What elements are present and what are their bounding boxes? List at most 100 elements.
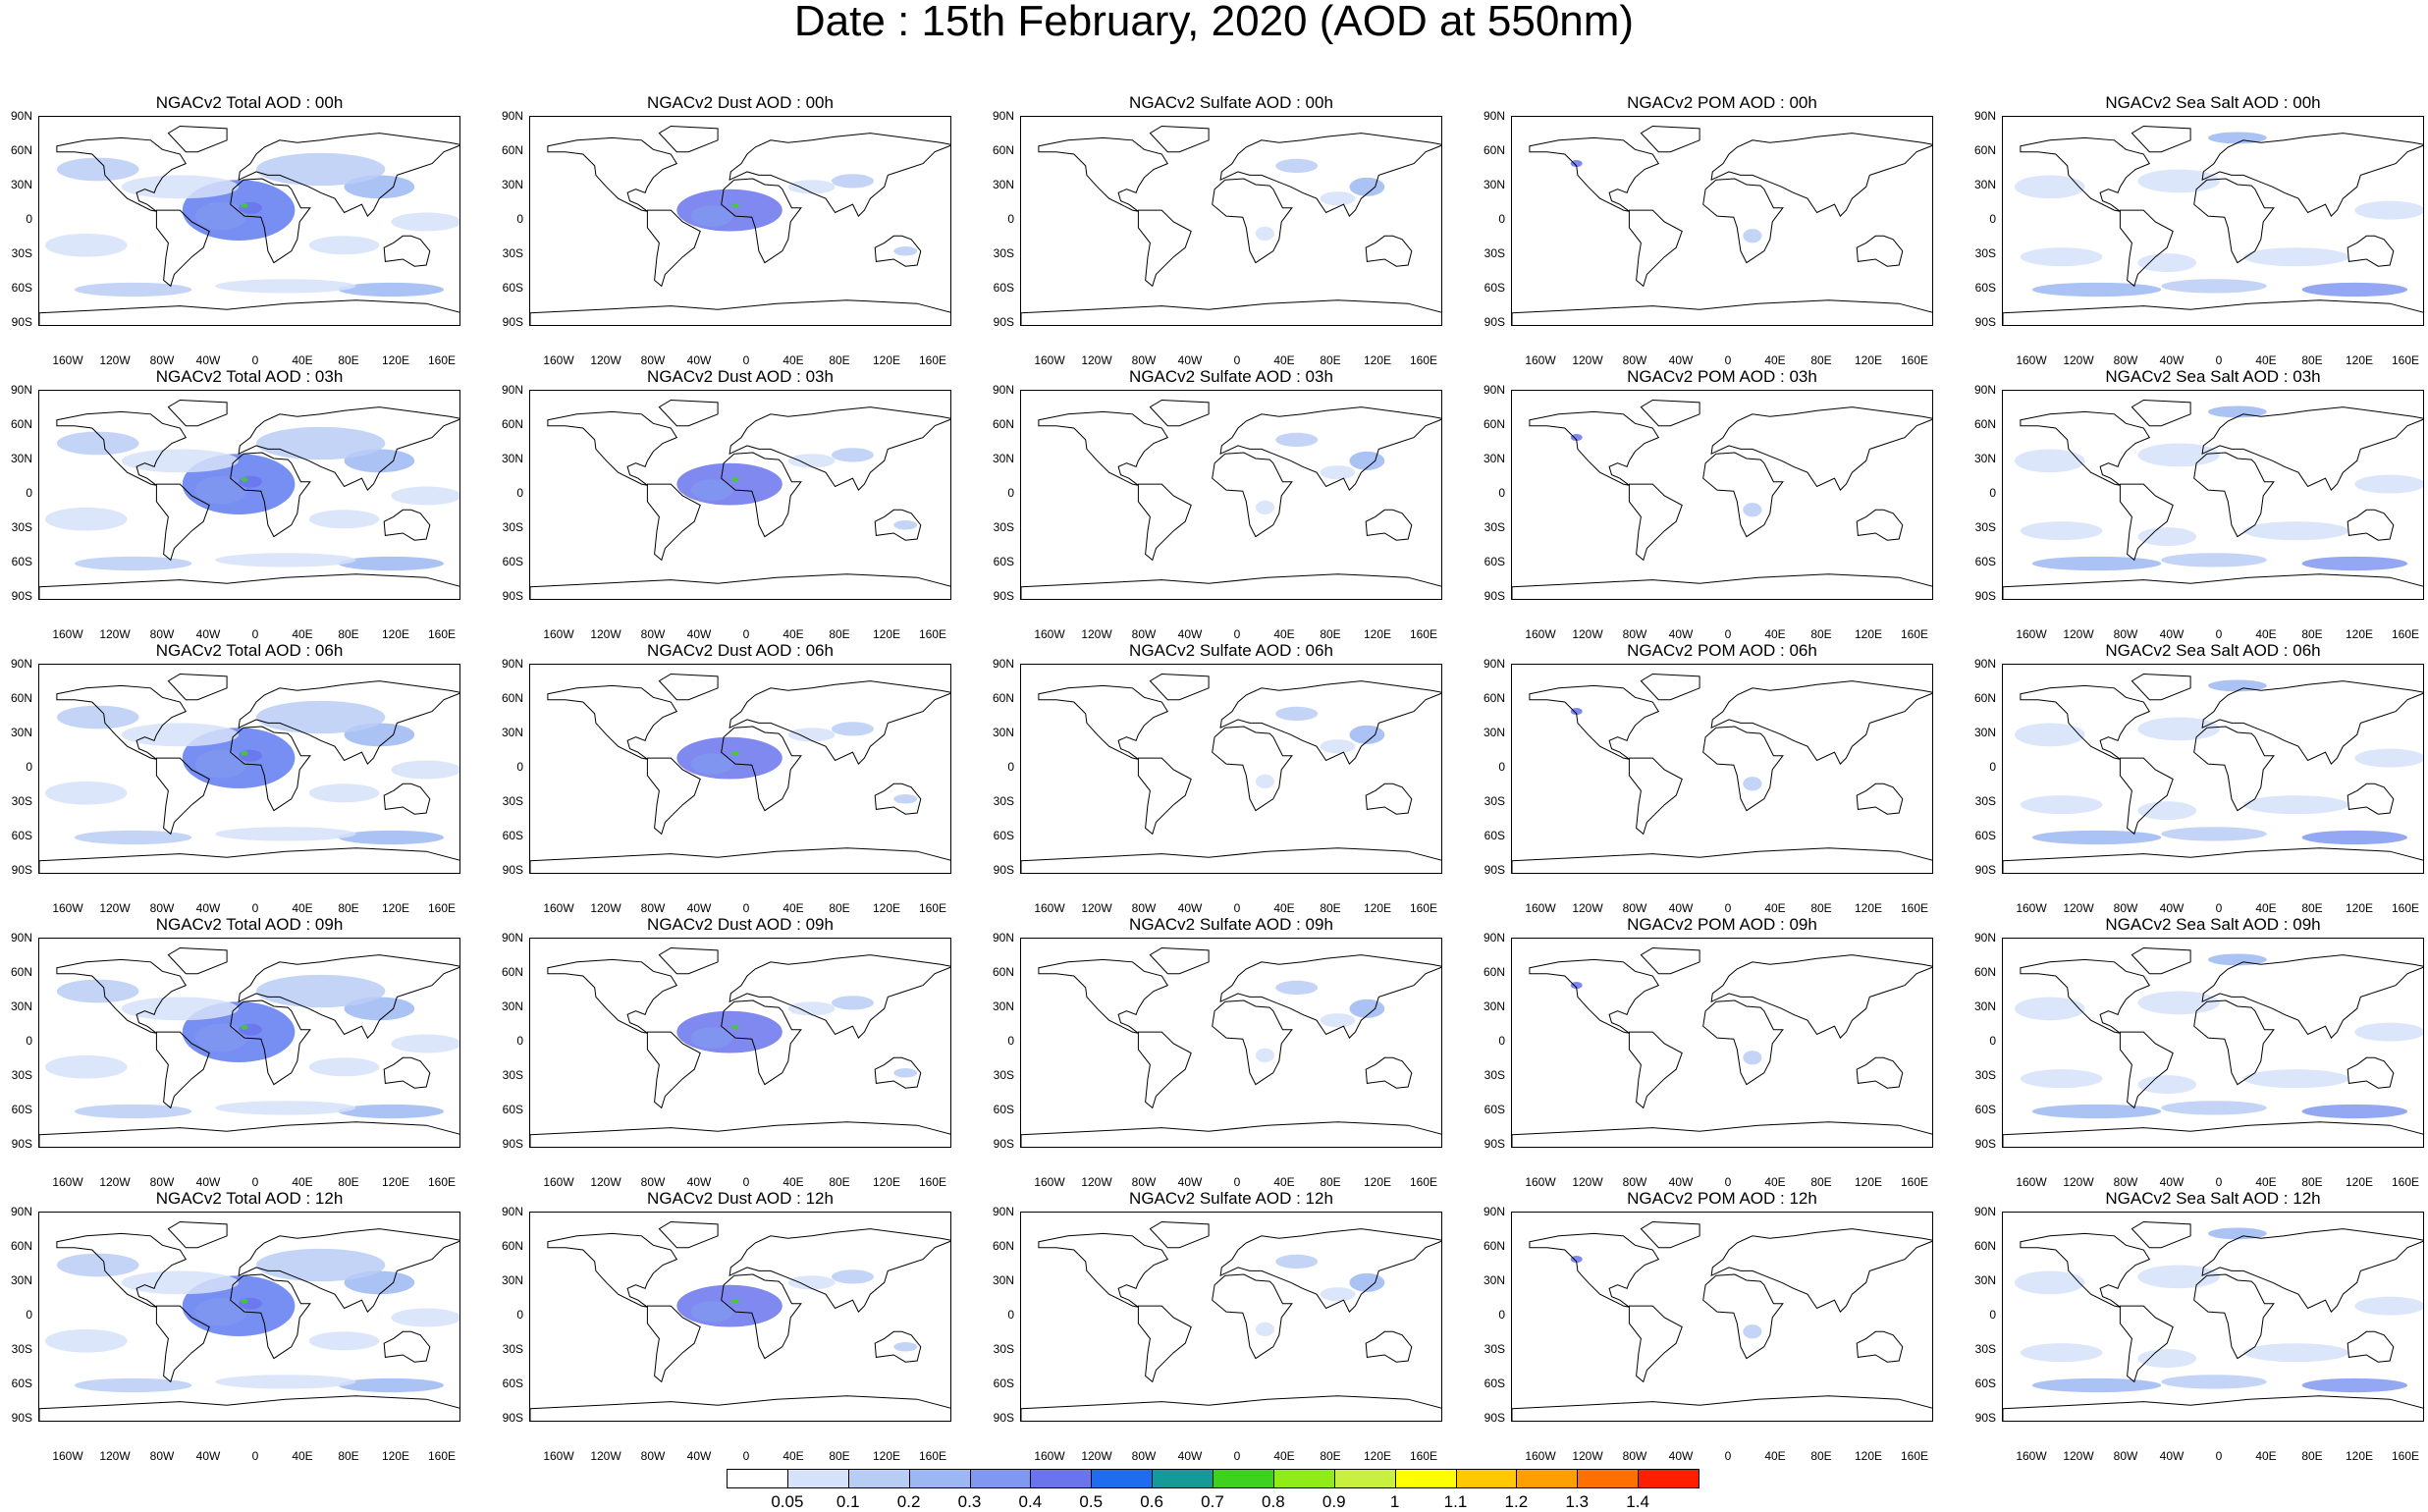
aod-field (831, 996, 874, 1010)
aod-field (2161, 1375, 2267, 1389)
aod-field (831, 174, 874, 189)
lat-tick-label: 0 (1989, 1034, 1996, 1048)
lat-tick-label: 90N (501, 931, 523, 945)
coastline (56, 410, 188, 486)
coastline (530, 1395, 950, 1421)
coastline (1856, 1330, 1904, 1363)
coastline (728, 406, 950, 491)
lon-tick-label: 160W (543, 1449, 574, 1463)
aod-field (2208, 679, 2267, 692)
lat-tick-label: 60S (993, 829, 1014, 842)
coastline (874, 1330, 922, 1363)
coastline (2020, 1232, 2151, 1308)
aod-field (239, 201, 262, 214)
aod-field (2301, 1104, 2408, 1119)
coastline (2119, 1031, 2174, 1109)
lon-tick-label: 80E (829, 1449, 850, 1463)
figure-title: Date : 15th February, 2020 (AOD at 550nm… (793, 0, 1635, 45)
lat-tick-label: 90S (11, 315, 32, 329)
coastline (1219, 954, 1441, 1039)
panel-title: NGACv2 Total AOD : 00h (155, 93, 344, 112)
aod-field (215, 553, 356, 567)
lat-tick-label: 60N (10, 965, 32, 979)
lon-tick-label: 120E (2345, 901, 2374, 915)
lon-tick-label: 0 (1724, 627, 1732, 641)
aod-field (255, 1248, 386, 1282)
coastline (1212, 178, 1293, 264)
lon-tick-label: 80W (640, 1175, 666, 1189)
lat-tick-label: 90S (502, 1137, 523, 1151)
world-map (1512, 399, 1932, 599)
coastline (1529, 1232, 1660, 1308)
aod-field (1275, 1254, 1319, 1269)
world-map (1021, 1220, 1441, 1421)
world-map (39, 125, 459, 325)
lon-tick-label: 0 (1724, 901, 1732, 915)
panel-title: NGACv2 Sulfate AOD : 09h (1129, 915, 1333, 934)
lon-tick-label: 160E (1900, 627, 1929, 641)
aod-field (308, 236, 380, 255)
colorbar-label: 0.7 (1201, 1492, 1224, 1511)
lat-tick-label: 60S (1484, 829, 1505, 842)
lat-tick-label: 30N (1973, 726, 1996, 739)
lon-tick-label: 80E (1320, 627, 1341, 641)
colorbar-swatch (908, 1469, 971, 1488)
aod-field (676, 462, 782, 506)
coastline (2201, 133, 2423, 217)
aod-field (2137, 1349, 2197, 1369)
world-map (1021, 125, 1441, 325)
lon-tick-label: 120W (1081, 901, 1112, 915)
colorbar-swatch (1638, 1469, 1700, 1488)
lon-tick-label: 160W (1034, 901, 1065, 915)
lat-tick-label: 30S (993, 246, 1014, 260)
panel-title: NGACv2 Sea Salt AOD : 03h (2105, 367, 2321, 386)
aod-field (676, 1010, 782, 1053)
lat-tick-label: 0 (1989, 212, 1996, 226)
colorbar-swatch (1030, 1469, 1093, 1488)
lon-tick-label: 40W (686, 901, 712, 915)
aod-field (74, 1104, 192, 1119)
lon-tick-label: 40W (2159, 353, 2185, 367)
lat-tick-label: 60S (502, 829, 523, 842)
world-map (1021, 946, 1441, 1147)
map-panel: NGACv2 Sulfate AOD : 09h 90N 60N 30N 0 30S 60S… (983, 915, 1444, 1189)
lon-tick-label: 120E (872, 901, 901, 915)
lat-tick-label: 90N (1483, 383, 1505, 397)
lon-tick-label: 80E (338, 1449, 359, 1463)
colorbar-swatch (847, 1469, 910, 1488)
aod-field (391, 760, 459, 780)
lon-tick-label: 40W (2159, 1175, 2185, 1189)
lon-tick-label: 40W (686, 1175, 712, 1189)
lat-tick-label: 60S (11, 829, 32, 842)
lon-tick-label: 160E (1409, 1175, 1438, 1189)
colorbar-label: 0.2 (896, 1492, 921, 1511)
map-area (2002, 390, 2424, 600)
lat-tick-label: 30S (1484, 246, 1505, 260)
lon-tick-label: 80W (149, 627, 175, 641)
coastline (230, 452, 311, 538)
aod-field (391, 1034, 459, 1053)
map-area (1511, 116, 1933, 326)
coastline (658, 673, 719, 701)
aod-field (215, 279, 356, 294)
lat-tick-label: 30S (1484, 1068, 1505, 1082)
coastline (155, 483, 210, 562)
coastline (547, 410, 678, 486)
lat-tick-label: 30N (10, 999, 32, 1013)
aod-field (690, 753, 733, 775)
map-area (1020, 938, 1442, 1148)
lat-tick-label: 90S (1484, 315, 1505, 329)
lon-tick-label: 40W (1668, 1175, 1694, 1189)
lat-tick-label: 0 (1498, 1034, 1505, 1048)
lat-tick-label: 90N (1973, 657, 1996, 671)
aod-field (893, 245, 918, 256)
world-map (39, 399, 459, 599)
world-map (1512, 946, 1932, 1147)
coastline (383, 783, 431, 815)
aod-field (121, 449, 240, 473)
coastline (1710, 406, 1932, 491)
coastline (2201, 680, 2423, 765)
lon-tick-label: 160W (2016, 1449, 2047, 1463)
map-panel: NGACv2 Sulfate AOD : 12h 90N 60N 30N 0 30S 60S… (983, 1190, 1444, 1462)
lon-tick-label: 80W (149, 1175, 175, 1189)
